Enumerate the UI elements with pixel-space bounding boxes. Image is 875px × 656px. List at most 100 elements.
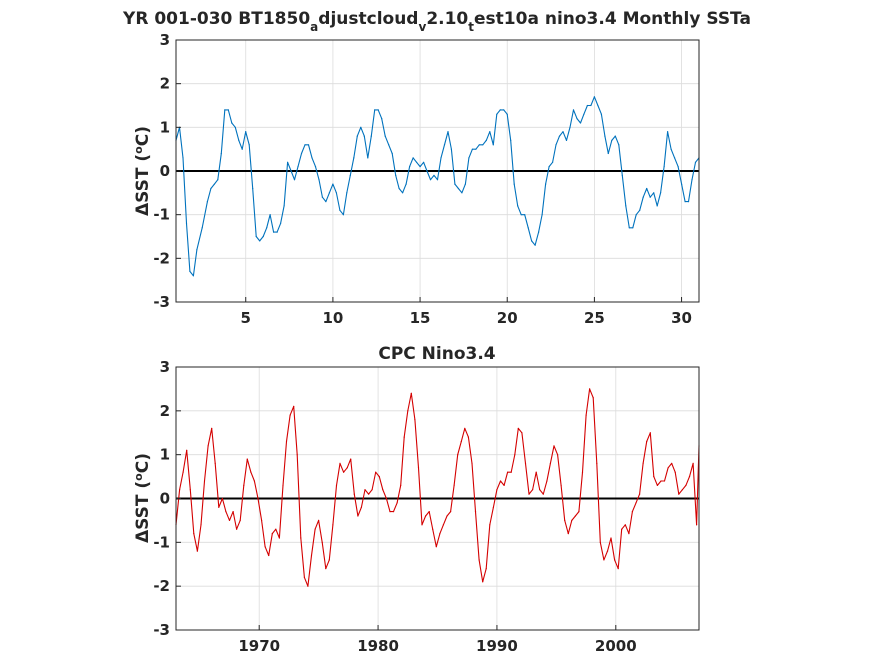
- data-point: [290, 170, 292, 172]
- data-point: [600, 113, 603, 115]
- y-tick-label: 3: [160, 31, 170, 49]
- data-point: [321, 196, 323, 198]
- data-point: [310, 554, 313, 557]
- data-point: [391, 152, 393, 155]
- data-point: [196, 550, 198, 552]
- data-point: [367, 157, 369, 159]
- data-point: [464, 427, 466, 429]
- data-point: [628, 533, 630, 535]
- data-point: [225, 511, 227, 513]
- data-point: [371, 489, 373, 491]
- data-point: [201, 227, 203, 229]
- data-point: [567, 533, 569, 535]
- data-point: [447, 131, 449, 133]
- data-point: [553, 445, 555, 447]
- x-tick-label: 10: [322, 309, 343, 327]
- data-point: [440, 157, 442, 159]
- data-point: [688, 476, 691, 478]
- data-point: [464, 183, 466, 185]
- data-point: [685, 484, 687, 486]
- data-point: [558, 135, 561, 137]
- data-point: [296, 454, 298, 456]
- data-point: [346, 192, 348, 194]
- y-tick-label: 0: [160, 162, 170, 180]
- x-tick-label: 1970: [238, 637, 280, 655]
- data-point: [468, 157, 470, 159]
- data-point: [485, 139, 487, 141]
- data-point: [453, 484, 455, 486]
- data-point: [535, 471, 537, 473]
- data-point: [471, 148, 473, 150]
- data-point: [374, 109, 376, 111]
- y-tick-label: 2: [160, 402, 170, 420]
- data-point: [253, 480, 255, 482]
- data-point: [542, 493, 544, 495]
- data-point: [510, 471, 512, 473]
- data-point: [405, 183, 407, 185]
- data-point: [389, 511, 391, 513]
- data-point: [606, 550, 609, 552]
- data-point: [642, 462, 644, 464]
- data-point: [528, 493, 530, 495]
- data-point: [506, 113, 508, 115]
- data-point: [425, 515, 427, 517]
- data-point: [357, 515, 359, 517]
- data-point: [514, 454, 516, 456]
- data-point: [207, 445, 209, 447]
- data-point: [692, 462, 694, 464]
- data-point: [250, 471, 252, 473]
- data-point: [562, 131, 564, 133]
- data-point: [649, 196, 651, 198]
- data-point: [409, 166, 411, 168]
- data-point: [560, 484, 562, 486]
- data-point: [442, 524, 444, 526]
- data-point: [318, 179, 320, 181]
- data-point: [429, 179, 432, 181]
- data-point: [471, 462, 473, 464]
- data-point: [592, 397, 594, 399]
- data-point: [377, 109, 379, 111]
- data-point: [423, 161, 425, 163]
- data-point: [192, 275, 194, 277]
- data-point: [678, 493, 680, 495]
- data-point: [478, 559, 480, 561]
- data-point: [611, 139, 613, 141]
- data-point: [311, 157, 313, 159]
- data-point: [524, 214, 526, 216]
- data-point: [381, 118, 383, 120]
- data-point: [589, 388, 591, 390]
- data-point: [628, 227, 630, 229]
- data-point: [293, 179, 296, 181]
- data-point: [304, 144, 306, 146]
- data-point: [398, 187, 400, 190]
- data-point: [189, 489, 191, 491]
- data-point: [335, 192, 337, 194]
- data-point: [610, 537, 612, 539]
- data-point: [454, 183, 456, 185]
- data-point: [510, 139, 512, 141]
- data-point: [179, 489, 181, 491]
- data-point: [624, 524, 626, 526]
- data-point: [234, 126, 236, 128]
- data-series-line: [175, 96, 700, 277]
- data-point: [635, 214, 637, 216]
- data-point: [370, 135, 372, 137]
- data-point: [417, 467, 420, 469]
- data-point: [328, 192, 330, 194]
- data-point: [639, 493, 641, 495]
- data-point: [549, 462, 552, 464]
- data-point: [196, 249, 198, 251]
- x-tick-label: 20: [497, 309, 518, 327]
- data-point: [211, 427, 213, 429]
- data-point: [457, 454, 459, 456]
- data-point: [388, 144, 390, 146]
- data-point: [684, 201, 686, 203]
- data-point: [203, 480, 206, 482]
- data-point: [283, 205, 285, 207]
- data-point: [450, 511, 452, 513]
- data-point: [691, 179, 693, 181]
- data-point: [674, 471, 676, 473]
- data-point: [670, 148, 672, 150]
- x-tick-label: 30: [671, 309, 692, 327]
- data-point: [646, 440, 648, 443]
